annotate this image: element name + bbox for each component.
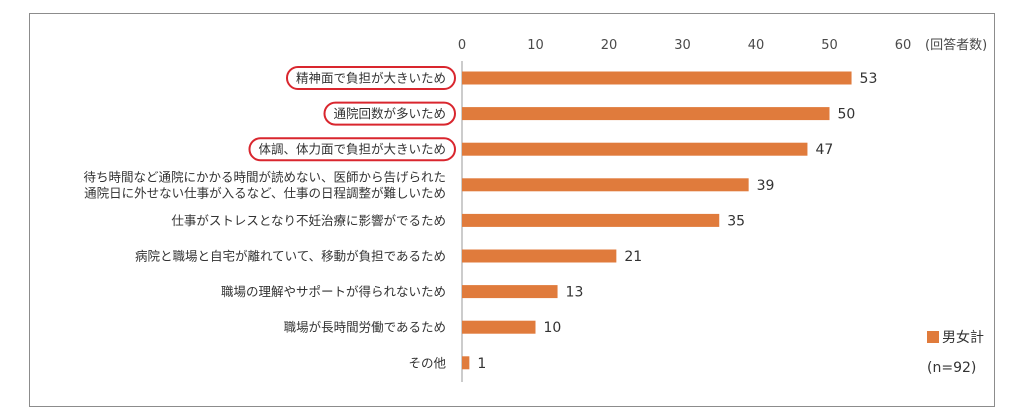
bar-value-label: 47 [815, 142, 833, 158]
bar-value-label: 39 [757, 178, 775, 194]
category-label: 体調、体力面で負担が大きいため [258, 142, 446, 157]
bar-value-label: 50 [838, 107, 856, 123]
category-label: 精神面で負担が大きいため [296, 71, 446, 86]
highlight-oval [323, 101, 456, 126]
bar [462, 320, 536, 334]
bar-value-label: 35 [727, 213, 745, 229]
x-axis-unit-label: (回答者数) [925, 37, 987, 53]
x-tick-label: 60 [895, 38, 912, 53]
legend-label: 男女計 [942, 329, 984, 346]
chart-frame: 0 10 20 30 40 50 60 (回答者数) 53 50 47 39 35 21 13 10 1 精… [29, 13, 995, 407]
bar-value-label: 13 [566, 285, 584, 301]
x-tick-label: 0 [458, 38, 466, 53]
x-tick-label: 10 [527, 38, 544, 53]
category-label: 通院回数が多いため [333, 106, 446, 121]
category-labels: 精神面で負担が大きいため通院回数が多いため体調、体力面で負担が大きいため待ち時間… [83, 66, 456, 370]
x-tick-label: 50 [821, 38, 838, 53]
bar [462, 285, 558, 299]
x-tick-label: 40 [748, 38, 765, 53]
bar [462, 356, 470, 370]
x-tick-label: 20 [601, 38, 618, 53]
bar [462, 178, 749, 192]
category-label: 仕事がストレスとなり不妊治療に影響がでるため [171, 213, 446, 228]
bar-value-label: 21 [624, 249, 642, 265]
bar [462, 249, 617, 263]
bar-value-label: 10 [544, 320, 562, 336]
category-label: 通院日に外せない仕事が入るなど、仕事の日程調整が難しいため [84, 185, 446, 200]
category-label: その他 [408, 355, 446, 370]
x-tick-label: 30 [674, 38, 691, 53]
bars: 53 50 47 39 35 21 13 10 1 [462, 71, 877, 372]
category-label: 病院と職場と自宅が離れていて、移動が負担であるため [135, 249, 446, 264]
highlight-oval [248, 137, 456, 162]
bar-value-label: 53 [860, 71, 878, 87]
bar [462, 71, 852, 85]
category-label: 待ち時間など通院にかかる時間が読めない、医師から告げられた [83, 169, 446, 184]
bar [462, 142, 808, 156]
sample-size-label: (n=92) [927, 360, 976, 376]
highlight-oval [285, 66, 456, 90]
bar-chart: 0 10 20 30 40 50 60 (回答者数) 53 50 47 39 35 21 13 10 1 精… [83, 37, 987, 382]
bar [462, 213, 720, 227]
legend: 男女計 (n=92) [927, 329, 984, 376]
x-axis-ticks: 0 10 20 30 40 50 60 [458, 38, 911, 53]
bar-value-label: 1 [477, 356, 486, 372]
legend-swatch [927, 331, 939, 343]
category-label: 職場の理解やサポートが得られないため [221, 284, 446, 299]
category-label: 職場が長時間労働であるため [284, 320, 446, 335]
bar [462, 107, 830, 121]
